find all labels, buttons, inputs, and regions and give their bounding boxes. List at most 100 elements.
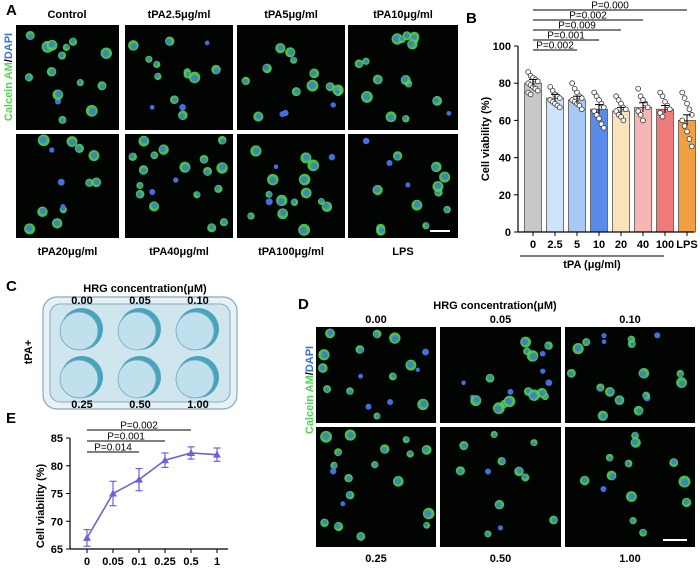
cell-nucleus [473, 396, 481, 404]
cell-nucleus [247, 213, 253, 219]
cell-nucleus [102, 49, 110, 57]
b-point [557, 104, 563, 111]
b-point [659, 93, 666, 100]
b-point [535, 78, 541, 85]
e-comparison-label: P=0.001 [107, 432, 145, 443]
cell-nucleus [48, 41, 56, 48]
b-point [679, 117, 686, 124]
cell-nucleus [322, 202, 330, 210]
micro-d-1-00 [565, 427, 695, 547]
b-point [557, 95, 563, 101]
cell-nucleus [625, 461, 631, 467]
cell-nucleus [58, 52, 64, 58]
cell-field [24, 30, 112, 124]
cell-nucleus [49, 68, 56, 75]
cell-nucleus [358, 533, 364, 539]
b-comparison-label: P=0.001 [547, 31, 585, 42]
b-point [645, 104, 651, 111]
e-xtick-0.1: 0.1 [131, 556, 146, 568]
cell-nucleus [179, 113, 185, 119]
cell-nucleus [303, 189, 310, 196]
cell-nucleus [545, 379, 553, 387]
cell-field [317, 328, 429, 420]
cell-nucleus [630, 342, 636, 347]
cell-nucleus [457, 468, 463, 475]
cell-nucleus [422, 348, 429, 356]
cell-nucleus [277, 198, 285, 205]
cell-nucleus [601, 332, 607, 339]
cell-nucleus [213, 67, 220, 74]
cell-nucleus [291, 57, 296, 62]
cell-nucleus [641, 529, 646, 535]
cell-nucleus [365, 403, 372, 410]
d-label-0-00: 0.00 [365, 314, 387, 326]
well-0.25 [59, 359, 99, 399]
cell-nucleus [404, 32, 410, 39]
cell-field [128, 36, 221, 121]
cell-nucleus [77, 79, 83, 85]
cell-nucleus [53, 219, 61, 227]
e-xtick-0: 0 [84, 556, 90, 568]
cell-nucleus [461, 443, 467, 449]
well-label-0.50: 0.50 [129, 399, 150, 410]
micro-d-0-10 [565, 327, 695, 423]
cell-nucleus [60, 117, 65, 123]
cell-nucleus [387, 399, 394, 406]
cell-nucleus [326, 83, 333, 90]
cell-nucleus [639, 370, 647, 378]
cell-nucleus [204, 169, 210, 175]
d-dapi-label: DAPI [304, 345, 316, 373]
cell-nucleus [322, 432, 330, 440]
b-comparison-label: P=0.002 [569, 11, 607, 22]
cell-nucleus [391, 335, 399, 343]
d-title: HRG concentration(μM) [433, 300, 557, 312]
cell-field [24, 134, 102, 235]
cell-nucleus [521, 338, 529, 346]
cell-field [461, 336, 553, 415]
cell-nucleus [336, 450, 342, 456]
cell-nucleus [328, 153, 336, 161]
cell-nucleus [584, 339, 589, 345]
cell-nucleus [432, 164, 439, 171]
cell-nucleus [25, 75, 31, 80]
cell-nucleus [204, 40, 210, 46]
b-ytick-label: 0 [505, 227, 511, 239]
panel-e-letter: E [6, 410, 17, 427]
cell-field [320, 429, 435, 541]
cell-nucleus [499, 458, 506, 464]
cell-field [241, 42, 344, 122]
cell-nucleus [269, 176, 277, 184]
d-label-0-50: 0.50 [489, 553, 512, 565]
cell-nucleus [540, 368, 546, 374]
b-point [689, 143, 695, 150]
d-calcein-label: Calcein AM [304, 375, 316, 435]
e-xtick-1: 1 [214, 556, 220, 568]
cell-nucleus [581, 477, 588, 483]
cell-nucleus [129, 153, 135, 159]
d-stain-separator: / [304, 372, 316, 376]
cell-nucleus [678, 380, 686, 387]
well-label-0.10: 0.10 [187, 296, 208, 307]
cell-nucleus [220, 138, 226, 144]
cell-nucleus [300, 176, 308, 184]
cell-nucleus [375, 414, 380, 419]
cell-nucleus [55, 90, 62, 98]
cell-nucleus [574, 344, 582, 352]
cell-nucleus [415, 367, 420, 373]
micro-a-tpa2-5 [125, 25, 233, 130]
cell-nucleus [529, 352, 537, 360]
cell-field [247, 145, 336, 236]
cell-nucleus [616, 397, 622, 403]
b-bar-20 [612, 110, 630, 233]
cell-field [455, 430, 558, 538]
e-xtick-0.5: 0.5 [183, 556, 198, 568]
well-label-1.00: 1.00 [187, 399, 208, 410]
b-point [681, 95, 688, 101]
cell-nucleus [358, 347, 364, 353]
cell-nucleus [165, 38, 172, 45]
cell-nucleus [461, 380, 466, 385]
cell-nucleus [433, 97, 440, 104]
e-ytick-label: 85 [51, 433, 63, 445]
